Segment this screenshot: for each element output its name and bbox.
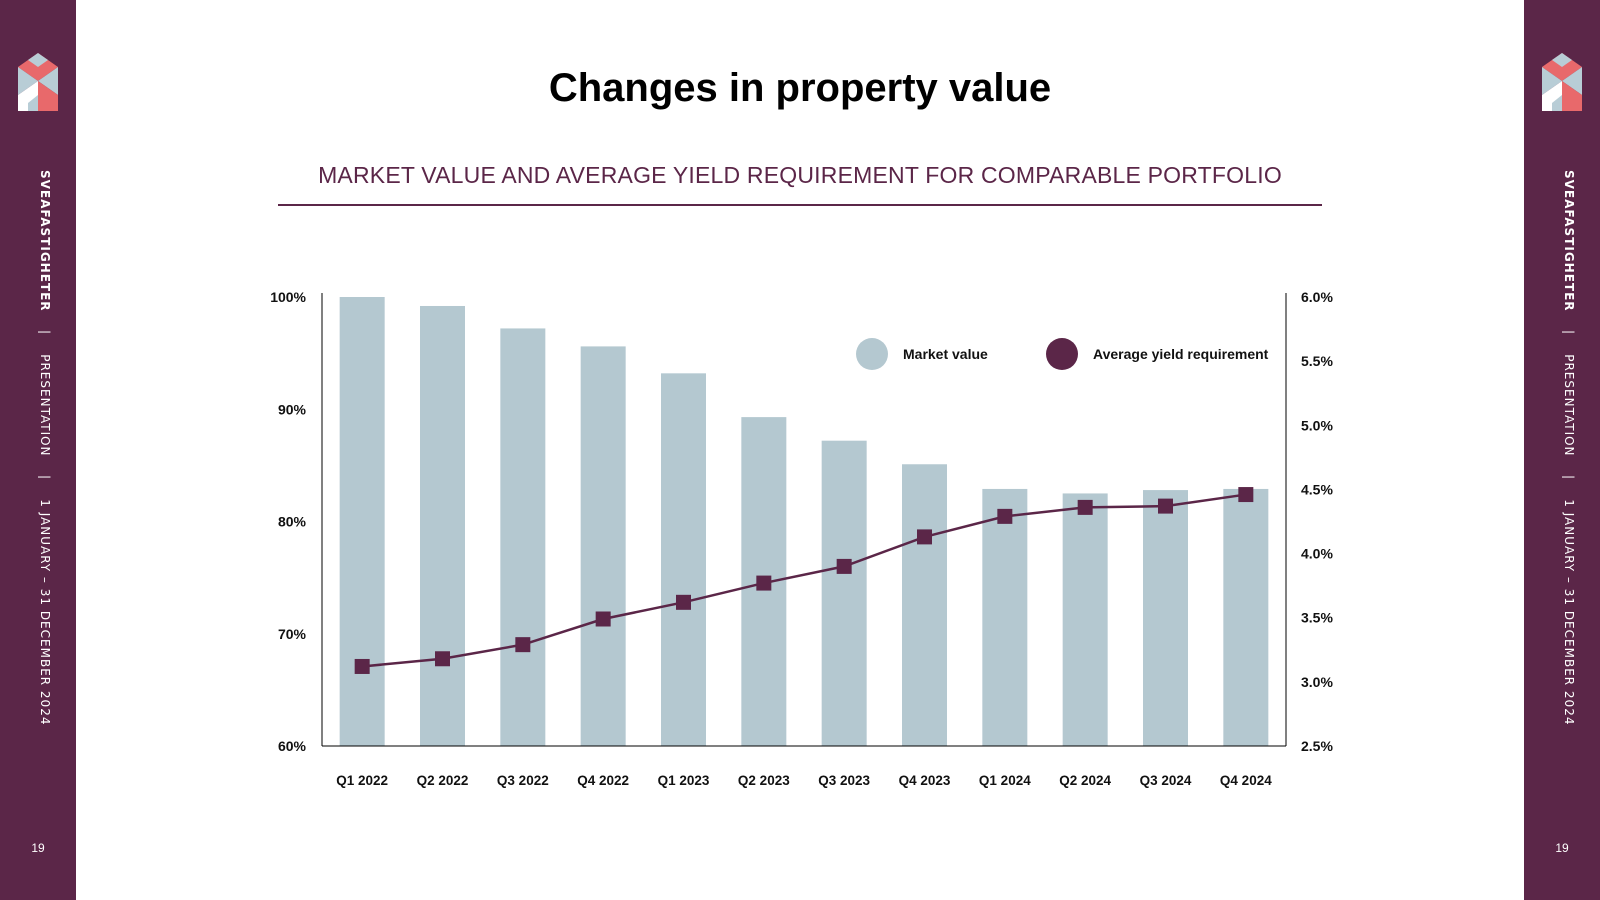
x-axis-tick-label: Q3 2023 [818, 773, 870, 788]
page-number: 19 [31, 841, 45, 855]
market-value-bar [339, 297, 385, 746]
page-title: Changes in property value [548, 66, 1052, 110]
page-number: 19 [1555, 841, 1569, 855]
legend-market-value-label: Market value [903, 346, 988, 362]
average-yield-marker [756, 575, 772, 591]
average-yield-marker [997, 508, 1013, 524]
sidebar-brand: SVEAFASTIGHETER [38, 170, 52, 312]
legend-average-yield-label: Average yield requirement [1093, 346, 1269, 362]
average-yield-marker [1077, 499, 1093, 515]
title-divider [278, 204, 1322, 206]
average-yield-marker [1158, 498, 1173, 514]
left-axis-tick-label: 100% [270, 289, 306, 305]
market-value-bar [902, 464, 947, 746]
right-axis-tick-label: 4.0% [1301, 546, 1333, 562]
sidebar-separator: | [1562, 330, 1576, 336]
right-axis-tick-label: 5.5% [1301, 353, 1333, 369]
right-axis-tick-label: 5.0% [1301, 417, 1333, 433]
left-axis-tick-label: 70% [278, 626, 307, 642]
sidebar-caption: SVEAFASTIGHETER | PRESENTATION | 1 JANUA… [1562, 170, 1576, 725]
right-axis-tick-label: 2.5% [1301, 738, 1333, 754]
left-axis-tick-label: 60% [278, 738, 307, 754]
market-value-bar [420, 305, 465, 746]
sidebar-caption: SVEAFASTIGHETER | PRESENTATION | 1 JANUA… [38, 170, 52, 725]
market-value-bar [1223, 488, 1269, 746]
x-axis-tick-label: Q1 2023 [658, 773, 710, 788]
sidebar-period: 1 JANUARY – 31 DECEMBER 2024 [38, 499, 52, 726]
average-yield-marker [1238, 487, 1254, 503]
x-axis-tick-label: Q2 2023 [738, 773, 790, 788]
sidebar-doc-type: PRESENTATION [1562, 354, 1576, 457]
market-value-bar [982, 488, 1028, 746]
average-yield-marker [515, 637, 531, 653]
company-logo-icon [1542, 53, 1582, 111]
sidebar-doc-type: PRESENTATION [38, 354, 52, 457]
left-axis-tick-label: 90% [278, 401, 307, 417]
sidebar-period: 1 JANUARY – 31 DECEMBER 2024 [1562, 499, 1576, 726]
company-logo-icon [18, 53, 58, 111]
sidebar-brand: SVEAFASTIGHETER [1562, 170, 1576, 312]
x-axis-tick-label: Q3 2022 [497, 773, 549, 788]
x-axis-tick-label: Q1 2022 [336, 773, 388, 788]
right-axis-tick-label: 6.0% [1301, 289, 1333, 305]
average-yield-marker [595, 611, 611, 627]
market-value-bar [821, 440, 867, 746]
market-value-bar [661, 373, 706, 746]
legend-average-yield-marker [1046, 338, 1078, 370]
market-value-bar [580, 346, 626, 746]
x-axis-tick-label: Q2 2024 [1059, 773, 1111, 788]
average-yield-marker [354, 658, 370, 674]
x-axis-tick-label: Q3 2024 [1140, 773, 1192, 788]
average-yield-marker [836, 558, 852, 574]
market-value-bar [1062, 493, 1108, 746]
sidebar-separator: | [1562, 475, 1576, 481]
left-axis-tick-label: 80% [278, 514, 307, 530]
x-axis-tick-label: Q1 2024 [979, 773, 1031, 788]
x-axis-tick-label: Q4 2024 [1220, 773, 1272, 788]
x-axis-tick-label: Q4 2023 [899, 773, 951, 788]
market-value-bar [1143, 490, 1188, 746]
average-yield-marker [676, 594, 691, 610]
average-yield-marker [435, 651, 450, 667]
sidebar-separator: | [38, 330, 52, 336]
chart-title: MARKET VALUE AND AVERAGE YIELD REQUIREME… [318, 162, 1282, 188]
market-value-bar [500, 328, 546, 746]
x-axis-tick-label: Q4 2022 [577, 773, 629, 788]
left-sidebar: SVEAFASTIGHETER | PRESENTATION | 1 JANUA… [0, 0, 76, 900]
right-sidebar: SVEAFASTIGHETER | PRESENTATION | 1 JANUA… [1524, 0, 1600, 900]
right-axis-tick-label: 4.5% [1301, 481, 1333, 497]
average-yield-marker [917, 529, 932, 545]
legend-market-value-marker [856, 338, 888, 370]
sidebar-separator: | [38, 475, 52, 481]
average-yield-line [362, 493, 1247, 668]
x-axis-tick-label: Q2 2022 [417, 773, 469, 788]
right-axis-tick-label: 3.0% [1301, 674, 1333, 690]
right-axis-tick-label: 3.5% [1301, 610, 1333, 626]
